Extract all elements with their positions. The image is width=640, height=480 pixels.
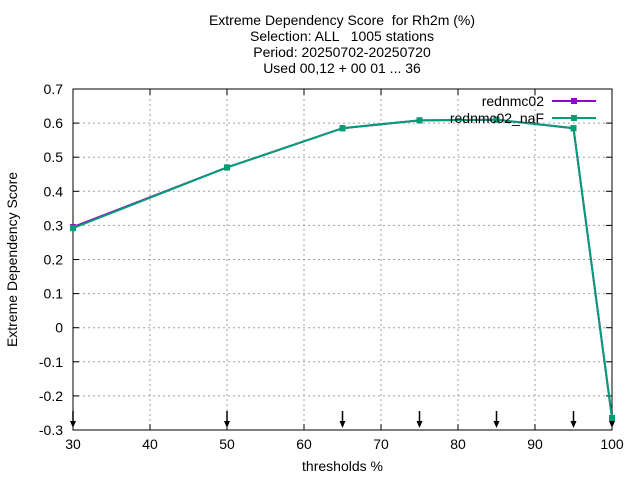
x-tick-label: 60 (296, 436, 312, 452)
title-line-3: Period: 20250702-20250720 (253, 44, 431, 60)
title-line-1: Extreme Dependency Score for Rh2m (%) (208, 12, 476, 28)
y-axis-label: Extreme Dependency Score (4, 172, 20, 347)
series-line-0 (72, 118, 613, 419)
y-tick-label: 0.3 (44, 217, 64, 233)
x-axis-label: thresholds % (302, 458, 383, 474)
legend-marker (571, 115, 577, 121)
data-point (609, 415, 615, 422)
data-point (224, 164, 230, 171)
chart-title: Extreme Dependency Score for Rh2m (%) Se… (0, 12, 640, 76)
legend-label: rednmc02_naF (450, 110, 544, 126)
series-line-1 (72, 118, 613, 419)
x-tick-label: 40 (142, 436, 158, 452)
data-point (416, 117, 423, 124)
x-tick-label: 80 (450, 436, 466, 452)
threshold-arrow-head (70, 421, 76, 428)
y-tick-label: 0.2 (44, 252, 64, 268)
x-tick-label: 50 (219, 436, 235, 452)
threshold-arrow-head (416, 421, 423, 428)
data-point (570, 125, 577, 132)
y-tick-label: 0.1 (44, 286, 64, 302)
title-line-2: Selection: ALL 1005 stations (250, 28, 434, 44)
y-tick-label: 0 (55, 320, 63, 336)
legend-marker (571, 98, 577, 104)
threshold-arrow-head (224, 421, 230, 428)
data-point (339, 125, 346, 132)
y-tick-label: -0.1 (39, 354, 63, 370)
y-tick-label: 0.7 (44, 81, 64, 97)
y-tick-label: 0.5 (44, 149, 64, 165)
title-line-4: Used 00,12 + 00 01 ... 36 (263, 60, 421, 76)
y-tick-label: -0.2 (39, 388, 63, 404)
series-lines (70, 116, 615, 422)
y-tick-label: -0.3 (39, 422, 63, 438)
data-point (70, 225, 76, 232)
threshold-arrow-head (570, 421, 577, 428)
y-tick-label: 0.4 (44, 183, 64, 199)
threshold-arrow-head (609, 421, 615, 428)
threshold-arrow-head (339, 421, 346, 428)
data-point (493, 116, 500, 123)
threshold-arrow-head (493, 421, 500, 428)
x-tick-label: 70 (373, 436, 389, 452)
grid (73, 89, 612, 430)
x-tick-label: 100 (600, 436, 624, 452)
threshold-markers (70, 411, 615, 428)
legend-label: rednmc02 (482, 93, 544, 109)
x-tick-label: 30 (65, 436, 81, 452)
x-tick-label: 90 (527, 436, 543, 452)
y-tick-label: 0.6 (44, 115, 64, 131)
axes: 30 40 50 60 70 80 90 100 -0.3 -0.2 -0.1 0 0.1 0.2 0.3 0… (39, 81, 624, 452)
